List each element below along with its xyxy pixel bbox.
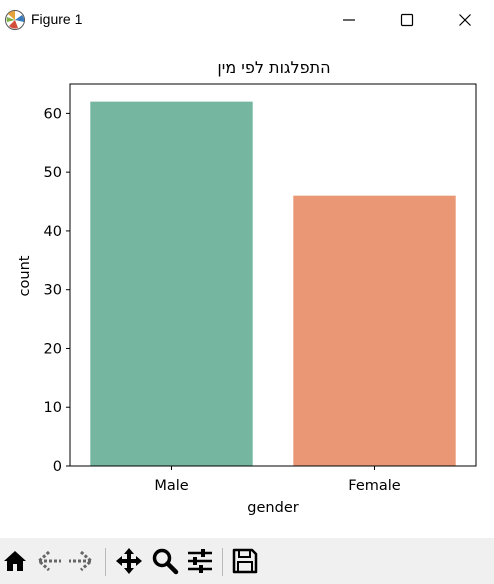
close-icon [459,14,471,26]
back-button[interactable] [34,546,64,576]
y-tick-label: 50 [44,165,62,181]
y-axis-label: count [17,255,33,296]
minimize-icon [343,19,355,21]
bar-male [90,101,253,466]
zoom-button[interactable] [150,546,180,576]
axes-frame [69,83,477,467]
save-icon [232,548,258,574]
zoom-icon [152,548,179,575]
window-titlebar: Figure 1 [0,0,494,40]
navigation-toolbar [0,538,494,584]
window-title: Figure 1 [31,11,83,27]
close-button[interactable] [436,0,494,40]
chart-title: התפלגות לפי מין [217,58,330,77]
maximize-button[interactable] [378,0,436,40]
y-tick-label: 40 [44,224,62,240]
configure-subplots-button[interactable] [185,546,215,576]
y-tick-label: 10 [44,400,62,416]
x-axis-label: gender [247,500,298,516]
matplotlib-icon [4,9,26,31]
maximize-icon [400,13,414,27]
y-tick-label: 20 [44,341,62,357]
forward-icon [69,550,94,572]
forward-button[interactable] [66,546,96,576]
toolbar-separator [222,548,223,576]
pan-icon [116,548,142,574]
y-tick-label: 30 [44,283,62,299]
minimize-button[interactable] [320,0,378,40]
y-tick-label: 0 [53,459,62,475]
save-button[interactable] [230,546,260,576]
x-tick-label: Female [348,478,401,494]
bar-female [293,195,456,466]
toolbar-separator [105,548,106,576]
home-icon [4,551,26,571]
back-icon [36,550,61,572]
figure-canvas[interactable]: התפלגות לפי מין 0 10 20 30 40 50 60 Male Female… [0,40,494,538]
x-tick-label: Male [154,478,188,494]
bar-chart: התפלגות לפי מין 0 10 20 30 40 50 60 Male Female… [17,58,477,516]
y-tick-label: 60 [44,106,62,122]
configure-subplots-icon [188,549,212,573]
home-button[interactable] [0,546,30,576]
pan-button[interactable] [114,546,144,576]
